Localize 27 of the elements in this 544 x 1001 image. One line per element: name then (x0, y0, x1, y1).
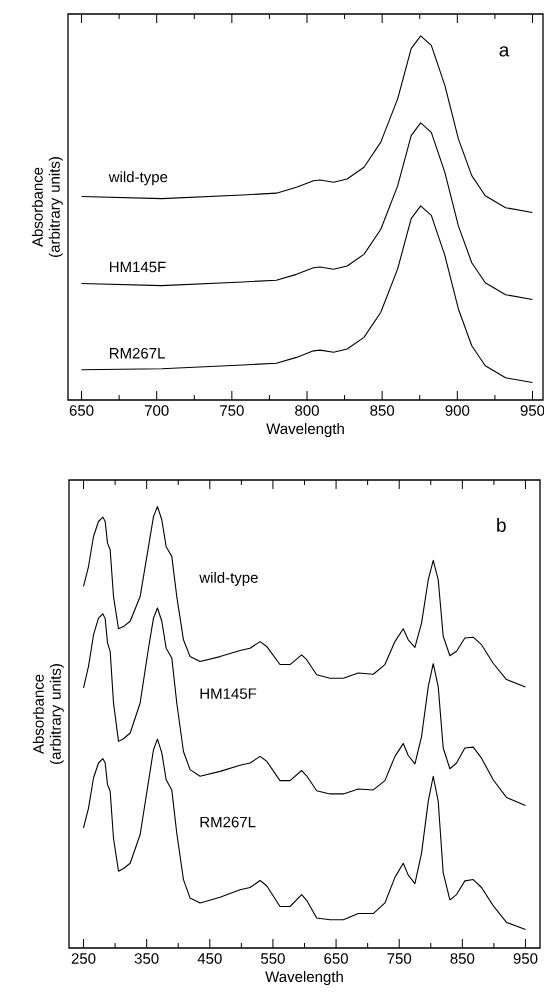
x-tick-label: 900 (445, 405, 470, 416)
x-tick-label: 800 (295, 405, 319, 416)
x-tick-label: 750 (387, 953, 412, 964)
x-tick-label: 450 (197, 953, 222, 964)
x-tick-label: 250 (71, 953, 96, 964)
y-axis-title: Absorbance (arbitrary units) (31, 157, 63, 257)
x-tick-label: 550 (261, 953, 285, 964)
x-tick-label: 650 (69, 405, 94, 416)
x-tick-label: 950 (520, 405, 544, 416)
x-tick-label: 750 (220, 405, 244, 416)
series-label: HM145F (200, 688, 257, 699)
x-tick-label: 850 (370, 405, 395, 416)
y-axis-title: Absorbance (arbitrary units) (32, 664, 64, 764)
x-tick-label: 850 (450, 953, 475, 964)
annotation: a (499, 46, 510, 57)
series-label: wild-type (199, 571, 258, 586)
series-label: RM267L (109, 347, 165, 359)
x-tick-label: 350 (134, 953, 159, 964)
annotation: b (497, 517, 506, 532)
x-tick-label: 650 (324, 953, 348, 964)
series-label: wild-type (108, 171, 168, 186)
x-tick-label: 950 (513, 953, 538, 964)
x-axis-title: Wavelength (265, 971, 343, 985)
x-axis-title: Wavelength (266, 423, 344, 437)
series-label: HM145F (109, 261, 166, 273)
series-label: RM267L (200, 816, 256, 828)
x-tick-label: 700 (144, 405, 169, 416)
